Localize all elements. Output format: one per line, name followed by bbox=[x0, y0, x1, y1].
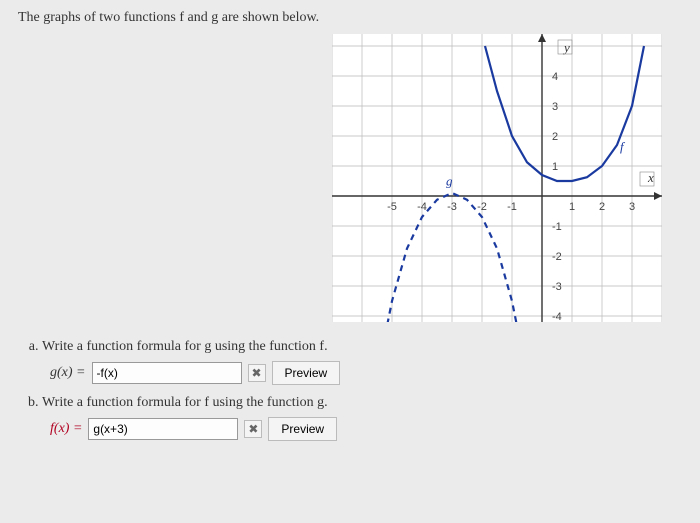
prompt-text: The graphs of two functions f and g are … bbox=[18, 10, 682, 26]
svg-text:-4: -4 bbox=[552, 311, 562, 322]
chart-area: -5-4-3-2-1123-4-3-2-11234xyfg bbox=[18, 34, 682, 327]
function-graph: -5-4-3-2-1123-4-3-2-11234xyfg bbox=[332, 34, 662, 322]
svg-text:-3: -3 bbox=[552, 281, 562, 293]
prompt-text-content: The graphs of two functions f and g are … bbox=[18, 10, 319, 25]
svg-text:2: 2 bbox=[552, 131, 558, 143]
question-a: Write a function formula for g using the… bbox=[42, 339, 682, 385]
question-b-text: Write a function formula for f using the… bbox=[42, 395, 328, 410]
answer-input-b[interactable] bbox=[88, 418, 238, 440]
answer-row-b: f(x) = ✖ Preview bbox=[50, 417, 682, 441]
svg-text:-1: -1 bbox=[507, 201, 517, 213]
preview-button-a[interactable]: Preview bbox=[272, 361, 341, 385]
svg-text:-1: -1 bbox=[552, 221, 562, 233]
questions: Write a function formula for g using the… bbox=[18, 339, 682, 441]
svg-text:-5: -5 bbox=[387, 201, 397, 213]
svg-text:y: y bbox=[562, 40, 570, 55]
lhs-a: g(x) = bbox=[50, 365, 86, 381]
question-b: Write a function formula for f using the… bbox=[42, 395, 682, 441]
question-a-text: Write a function formula for g using the… bbox=[42, 339, 328, 354]
svg-text:g: g bbox=[446, 174, 453, 189]
svg-text:1: 1 bbox=[569, 201, 575, 213]
svg-text:-3: -3 bbox=[447, 201, 457, 213]
svg-text:3: 3 bbox=[552, 101, 558, 113]
lhs-b: f(x) = bbox=[50, 421, 82, 437]
svg-text:2: 2 bbox=[599, 201, 605, 213]
answer-input-a[interactable] bbox=[92, 362, 242, 384]
svg-text:-4: -4 bbox=[417, 201, 427, 213]
answer-row-a: g(x) = ✖ Preview bbox=[50, 361, 682, 385]
svg-text:3: 3 bbox=[629, 201, 635, 213]
svg-text:4: 4 bbox=[552, 71, 558, 83]
clear-button-b[interactable]: ✖ bbox=[244, 420, 262, 438]
svg-text:1: 1 bbox=[552, 161, 558, 173]
preview-button-b[interactable]: Preview bbox=[268, 417, 337, 441]
clear-button-a[interactable]: ✖ bbox=[248, 364, 266, 382]
svg-text:-2: -2 bbox=[477, 201, 487, 213]
svg-text:-2: -2 bbox=[552, 251, 562, 263]
